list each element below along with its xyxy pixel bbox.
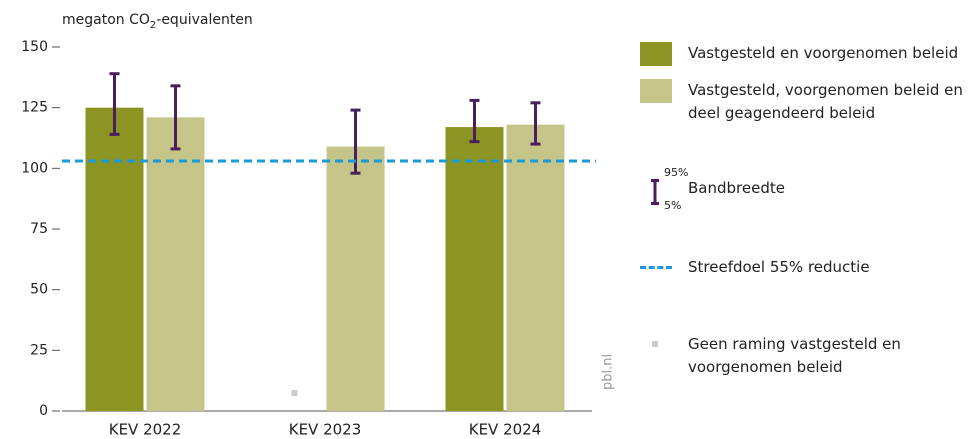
y-axis-label: megaton CO2-equivalenten	[62, 12, 253, 31]
legend-label: Streefdoel 55% reductie	[688, 258, 870, 276]
legend-target	[640, 266, 672, 269]
y-tick-label: 150	[21, 39, 48, 55]
legend-errorbar	[650, 179, 660, 205]
y-label-part: -equivalenten	[156, 12, 253, 28]
y-tick-label: 125	[21, 100, 48, 116]
x-tick-label: KEV 2023	[289, 421, 362, 439]
legend-high: 95%	[664, 166, 689, 179]
legend-label: Vastgesteld, voorgenomen beleid en deel …	[688, 81, 963, 122]
legend-label: Geen raming vastgesteld en voorgenomen b…	[688, 335, 901, 376]
x-tick-label: KEV 2022	[109, 421, 182, 439]
y-tick-label: 25	[30, 342, 48, 358]
bar	[146, 117, 205, 411]
y-tick-label: 0	[39, 403, 48, 419]
no-estimate-marker	[291, 390, 298, 396]
errorbar-icon	[651, 179, 659, 205]
bar	[85, 107, 144, 412]
legend-swatch	[640, 42, 672, 66]
source: pbl.nl	[601, 354, 616, 390]
x-tick-label: KEV 2024	[469, 421, 542, 439]
legend-swatch	[640, 79, 672, 103]
bar	[445, 127, 504, 411]
y-tick-label: 50	[30, 282, 48, 298]
y-tick-label: 100	[21, 160, 48, 176]
legend-low: 5%	[664, 199, 682, 212]
bar	[506, 124, 565, 412]
bar	[326, 146, 385, 411]
legend-label: Bandbreedte	[688, 179, 785, 197]
legend-label: Vastgesteld en voorgenomen beleid	[688, 44, 959, 62]
y-label-sub: 2	[150, 20, 156, 31]
legend-no-estimate	[652, 341, 658, 347]
y-tick-label: 75	[30, 221, 48, 237]
y-label-part: megaton CO	[62, 12, 150, 28]
